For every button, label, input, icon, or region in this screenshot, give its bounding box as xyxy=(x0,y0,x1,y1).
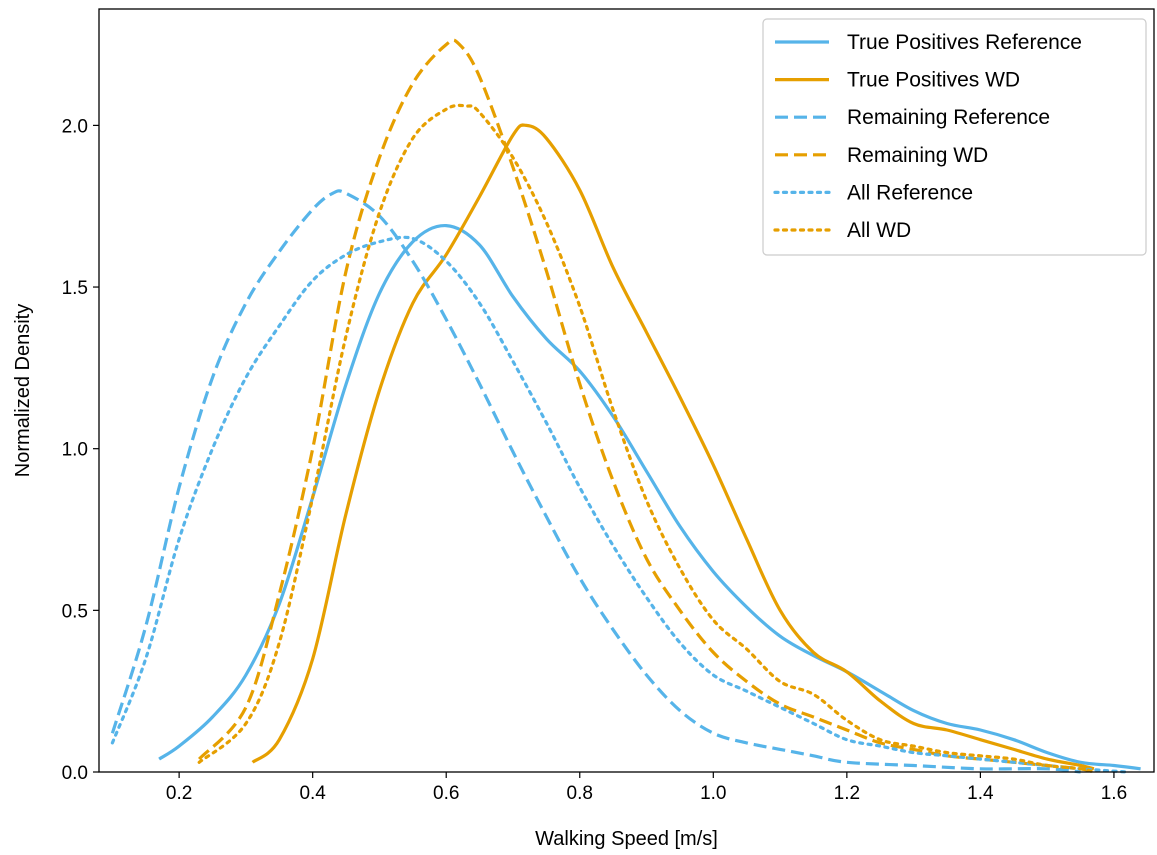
x-tick-label: 0.8 xyxy=(567,783,593,804)
y-tick-label: 2.0 xyxy=(62,116,88,137)
series-line-1 xyxy=(158,223,1141,771)
y-tick-label: 0.5 xyxy=(62,601,88,622)
y-tick-label: 0.0 xyxy=(62,763,88,784)
series-line-4 xyxy=(198,38,1095,774)
series-line-3 xyxy=(110,189,1081,774)
legend-entry: All WD xyxy=(847,219,911,242)
x-tick-label: 0.6 xyxy=(433,783,459,804)
x-tick-label: 0.4 xyxy=(299,783,326,804)
legend: True Positives Reference True Positives W… xyxy=(762,18,1147,256)
legend-entry: True Positives Reference xyxy=(847,31,1082,54)
legend-entry: All Reference xyxy=(847,181,973,204)
plot-frame xyxy=(98,8,1155,773)
x-axis-label: Walking Speed [m/s] xyxy=(535,828,718,850)
x-axis: 0.2 0.4 0.6 0.8 1.0 1.2 1.4 1.6 xyxy=(166,772,1127,804)
y-tick-label: 1.0 xyxy=(62,440,88,461)
series-line-5 xyxy=(110,235,1129,774)
x-tick-label: 1.6 xyxy=(1101,783,1127,804)
legend-box xyxy=(762,18,1147,256)
legend-entry: Remaining Reference xyxy=(847,106,1050,129)
legend-entry: True Positives WD xyxy=(847,69,1020,92)
series-line-2 xyxy=(251,123,1095,771)
series-layer xyxy=(110,38,1141,774)
y-axis-label: Normalized Density xyxy=(12,304,34,477)
x-tick-label: 1.4 xyxy=(967,783,994,804)
y-axis: 0.0 0.5 1.0 1.5 2.0 xyxy=(62,116,99,784)
series-line-6 xyxy=(197,103,1096,774)
x-tick-label: 1.0 xyxy=(700,783,726,804)
y-tick-label: 1.5 xyxy=(62,278,88,299)
x-tick-label: 1.2 xyxy=(834,783,860,804)
legend-entry: Remaining WD xyxy=(847,144,988,167)
x-tick-label: 0.2 xyxy=(166,783,192,804)
